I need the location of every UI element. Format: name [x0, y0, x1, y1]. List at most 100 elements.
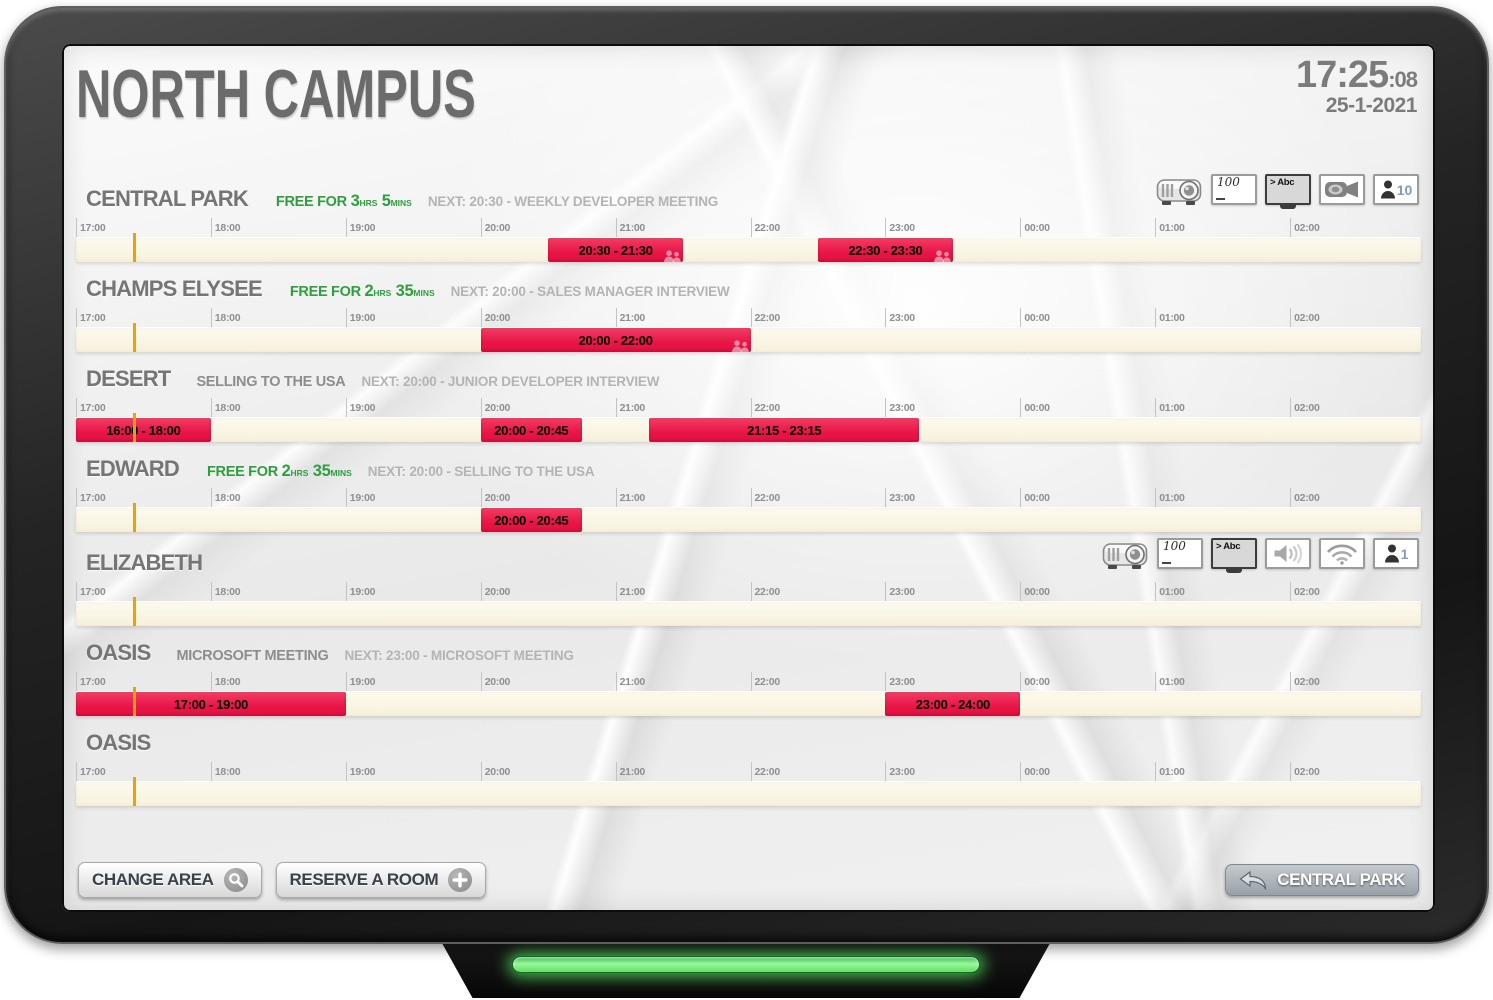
timeline-tick: 01:00: [1155, 308, 1185, 327]
timeline-track: 20:00 - 22:00: [76, 323, 1421, 352]
timeline-ruler: 17:00 18:00 19:00 20:00 21:00 22:00 23:00 00:00…: [76, 398, 1421, 417]
timeline-tick: 00:00: [1020, 582, 1050, 601]
timeline-tick: 21:00: [615, 218, 645, 237]
booking-time-label: 21:15 - 23:15: [747, 422, 822, 438]
back-arrow-icon: [1239, 870, 1267, 891]
timeline-tick: 22:00: [750, 582, 780, 601]
timeline-tick: 00:00: [1020, 398, 1050, 417]
timeline-ruler: 17:00 18:00 19:00 20:00 21:00 22:00 23:00 00:00…: [76, 218, 1421, 237]
speaker-icon: [1265, 538, 1311, 569]
timeline-ruler: 17:00 18:00 19:00 20:00 21:00 22:00 23:00 00:00…: [76, 488, 1421, 507]
room-row[interactable]: OASIS 17:00 18:00 19:00 20:00 21:00 22:00 23:00…: [76, 730, 1421, 806]
timeline-track: [76, 777, 1421, 806]
room-row[interactable]: EDWARD FREE FOR 2HRS 35MINS NEXT: 20:00 - …: [76, 456, 1421, 532]
timeline-tick: 02:00: [1290, 398, 1320, 417]
timeline-tick: 02:00: [1290, 308, 1320, 327]
change-area-button[interactable]: CHANGE AREA: [78, 862, 262, 898]
timeline-tick: 18:00: [210, 308, 241, 327]
booking-block[interactable]: 20:00 - 20:45: [480, 508, 582, 532]
tablet-bezel: NORTH CAMPUS 17:25:08 25-1-2021 CENTRAL …: [4, 6, 1489, 944]
current-time-line: [132, 597, 136, 626]
timeline-tick: 01:00: [1155, 582, 1185, 601]
booking-block[interactable]: 17:00 - 19:00: [76, 692, 346, 716]
capacity-icon: 1: [1373, 538, 1419, 569]
wifi-icon: [1319, 538, 1365, 569]
timeline-tick: 00:00: [1020, 762, 1050, 781]
timeline-tick: 18:00: [210, 488, 241, 507]
header: NORTH CAMPUS 17:25:08 25-1-2021: [76, 44, 1421, 162]
booking-block[interactable]: 23:00 - 24:00: [885, 692, 1021, 716]
timeline-track: 17:00 - 19:00 23:00 - 24:00: [76, 687, 1421, 716]
free-status: FREE FOR 2HRS 35MINS: [206, 462, 352, 480]
plus-icon: [448, 868, 473, 892]
back-room-label: CENTRAL PARK: [1277, 870, 1405, 889]
timeline-tick: 17:00: [76, 218, 106, 237]
timeline-track: [76, 597, 1421, 626]
capacity-icon: 10: [1373, 174, 1419, 205]
room-row[interactable]: CHAMPS ELYSEE FREE FOR 2HRS 35MINS NEXT: 2…: [76, 276, 1421, 352]
room-row[interactable]: ELIZABETH 100 > Abc 1 17:00 18:00 19:00 20:00 21…: [76, 538, 1421, 626]
projector-icon: [1155, 174, 1203, 207]
timeline-tick: 19:00: [345, 762, 375, 781]
camera-icon: [1319, 174, 1365, 205]
timeline-tick: 01:00: [1155, 398, 1185, 417]
timeline-tick: 17:00: [76, 762, 106, 781]
timeline-tick: 00:00: [1020, 218, 1050, 237]
timeline-tick: 23:00: [885, 762, 915, 781]
booking-time-label: 22:30 - 23:30: [848, 242, 923, 258]
equipment-label: > Abc: [1270, 177, 1295, 188]
booking-block[interactable]: 20:30 - 21:30: [548, 238, 684, 262]
timeline-tick: 02:00: [1290, 488, 1320, 507]
projector-icon: [1101, 538, 1149, 571]
timeline-tick: 19:00: [345, 218, 375, 237]
timeline-tick: 20:00: [480, 218, 510, 237]
room-name: ELIZABETH: [86, 550, 203, 575]
timeline-tick: 18:00: [210, 398, 241, 417]
free-status: FREE FOR 2HRS 35MINS: [289, 282, 435, 300]
timeline-tick: 20:00: [480, 398, 510, 417]
clock-seconds: :08: [1388, 67, 1418, 92]
status-led: [512, 956, 980, 973]
room-name: CHAMPS ELYSEE: [86, 276, 263, 301]
booking-block[interactable]: 20:00 - 22:00: [480, 328, 751, 352]
booking-block[interactable]: 22:30 - 23:30: [817, 238, 953, 262]
timeline-tick: 22:00: [750, 308, 780, 327]
clock: 17:25:08 25-1-2021: [1296, 54, 1418, 118]
room-name: DESERT: [86, 366, 171, 391]
timeline-tick: 17:00: [76, 398, 106, 417]
back-room-button[interactable]: CENTRAL PARK: [1225, 864, 1419, 896]
current-time-line: [132, 687, 136, 716]
timeline-tick: 20:00: [480, 488, 510, 507]
booking-time-label: 20:00 - 20:45: [494, 512, 569, 528]
booking-block[interactable]: 21:15 - 23:15: [649, 418, 920, 442]
clock-time: 17:25:08: [1296, 54, 1418, 96]
timeline-tick: 23:00: [885, 218, 915, 237]
timeline-tick: 00:00: [1020, 308, 1050, 327]
room-row[interactable]: OASIS MICROSOFT MEETING NEXT: 23:00 - MICR…: [76, 640, 1421, 716]
timeline-track: 16:00 - 18:00 20:00 - 20:45 21:15 - 23:15: [76, 413, 1421, 442]
room-row[interactable]: DESERT SELLING TO THE USA NEXT: 20:00 - JU…: [76, 366, 1421, 442]
booking-block[interactable]: 20:00 - 20:45: [480, 418, 582, 442]
equipment-label: > Abc: [1216, 541, 1241, 552]
booking-block[interactable]: 16:00 - 18:00: [76, 418, 211, 442]
room-head: ELIZABETH 100 > Abc 1: [76, 538, 1421, 580]
timeline-ruler: 17:00 18:00 19:00 20:00 21:00 22:00 23:00 00:00…: [76, 582, 1421, 601]
timeline-tick: 22:00: [750, 398, 780, 417]
timeline-tick: 00:00: [1020, 672, 1050, 691]
equipment-label: 1: [1400, 545, 1409, 562]
page-title: NORTH CAMPUS: [76, 56, 476, 132]
timeline-tick: 17:00: [76, 308, 106, 327]
free-status: FREE FOR 3HRS 5MINS: [275, 192, 412, 210]
timeline-tick: 23:00: [885, 308, 915, 327]
room-row[interactable]: CENTRAL PARK FREE FOR 3HRS 5MINS NEXT: 20:…: [76, 174, 1421, 262]
timeline-tick: 21:00: [615, 308, 645, 327]
timeline-tick: 21:00: [615, 398, 645, 417]
timeline-tick: 21:00: [615, 582, 645, 601]
timeline-tick: 19:00: [345, 582, 375, 601]
timeline-tick: 23:00: [885, 672, 915, 691]
timeline-tick: 22:00: [750, 672, 780, 691]
reserve-room-button[interactable]: RESERVE A ROOM: [275, 862, 487, 898]
timeline-tick: 23:00: [885, 488, 915, 507]
clock-date: 25-1-2021: [1325, 94, 1418, 117]
